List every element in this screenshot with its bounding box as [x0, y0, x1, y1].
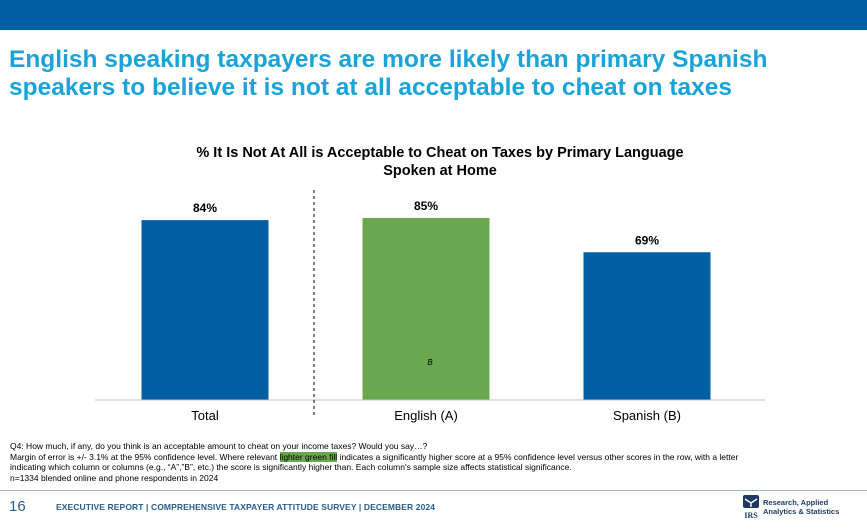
significance-letter-1: B	[427, 358, 433, 367]
irs-logo: IRS Research, Applied Analytics & Statis…	[741, 494, 861, 522]
bar-2	[583, 252, 711, 400]
footer-report-title: EXECUTIVE REPORT | COMPREHENSIVE TAXPAYE…	[56, 502, 436, 512]
footnote-significance: indicating which column or columns (e.g.…	[10, 462, 572, 472]
footnote-sample-size: n=1334 blended online and phone responde…	[10, 472, 219, 483]
irs-eagle-icon: IRS	[743, 495, 759, 520]
footnote-moe-text: Margin of error is +/- 3.1% at the 95% c…	[10, 451, 280, 462]
chart-title-line-1: % It Is Not At All is Acceptable to Chea…	[196, 145, 684, 161]
value-label-1: 85%	[414, 199, 438, 213]
chart-title-line-2: Spoken at Home	[383, 163, 497, 179]
logo-text: Research, Applied Analytics & Statistics	[763, 498, 839, 516]
footnote-moe-text-after: indicates a significantly higher score a…	[337, 451, 739, 462]
chart-title: % It Is Not At All is Acceptable to Chea…	[100, 144, 780, 180]
headline-line-2: speakers to believe it is not at all acc…	[9, 74, 733, 101]
header-bar	[0, 0, 867, 30]
page-number: 16	[9, 498, 26, 515]
bar-chart: 84% Total 85% English (A) B 69% Spanish (B)	[95, 190, 765, 423]
category-label-1: English (A)	[394, 408, 458, 423]
footnote-highlight: lighter green fill	[279, 451, 338, 462]
logo-text-line-2: Analytics & Statistics	[763, 507, 840, 516]
page-headline: English speaking taxpayers are more like…	[9, 46, 859, 102]
bar-0	[141, 220, 269, 400]
bar-1	[362, 218, 490, 400]
category-label-0: Total	[191, 408, 219, 423]
value-label-2: 69%	[635, 233, 659, 247]
value-label-0: 84%	[193, 201, 217, 215]
category-label-2: Spanish (B)	[613, 408, 681, 423]
footnote-question: Q4: How much, if any, do you think is an…	[10, 441, 428, 451]
footnote-margin-of-error: Margin of error is +/- 3.1% at the 95% c…	[10, 451, 860, 463]
headline-line-1: English speaking taxpayers are more like…	[9, 46, 768, 73]
irs-logo-mark-text: IRS	[744, 511, 758, 520]
logo-text-line-1: Research, Applied	[763, 498, 829, 507]
footnotes: Q4: How much, if any, do you think is an…	[10, 441, 860, 483]
footer-divider	[0, 490, 867, 491]
